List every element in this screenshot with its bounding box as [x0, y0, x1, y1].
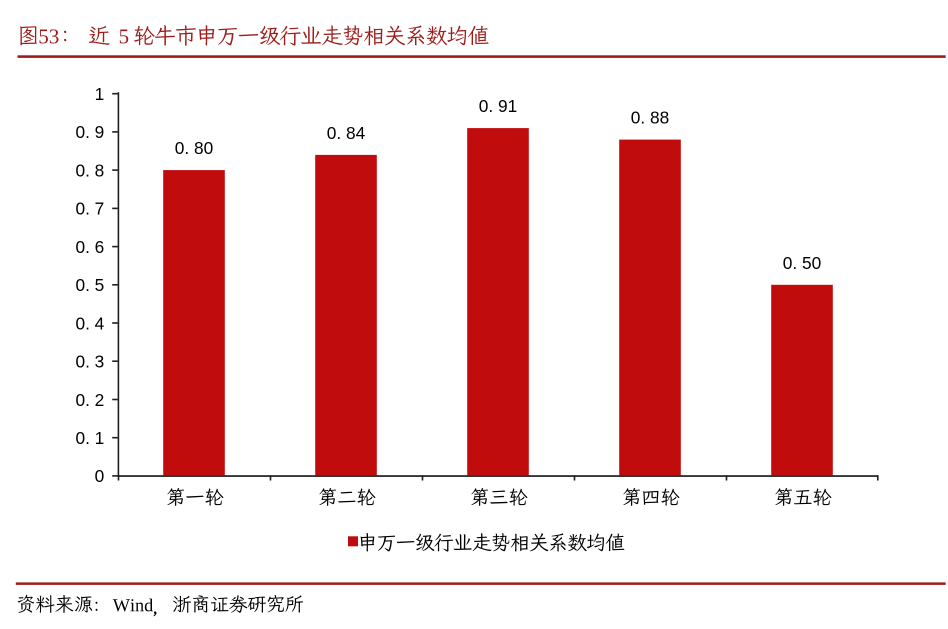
svg-text:0: 0	[95, 466, 105, 486]
svg-text:0. 88: 0. 88	[631, 108, 669, 128]
svg-text:0. 3: 0. 3	[75, 352, 104, 372]
svg-text:0. 91: 0. 91	[479, 96, 517, 116]
svg-text:0. 6: 0. 6	[75, 237, 104, 257]
svg-text:0. 4: 0. 4	[75, 313, 104, 333]
svg-text:0. 8: 0. 8	[75, 160, 104, 180]
svg-text:0. 50: 0. 50	[783, 253, 821, 273]
svg-text:0. 80: 0. 80	[175, 138, 213, 158]
svg-text:0. 5: 0. 5	[75, 275, 104, 295]
svg-text:0. 7: 0. 7	[75, 199, 104, 219]
svg-text:1: 1	[95, 84, 105, 104]
svg-text:0. 2: 0. 2	[75, 390, 104, 410]
svg-text:0. 84: 0. 84	[327, 123, 366, 143]
svg-text:0. 1: 0. 1	[75, 428, 104, 448]
svg-text:0. 9: 0. 9	[75, 122, 104, 142]
